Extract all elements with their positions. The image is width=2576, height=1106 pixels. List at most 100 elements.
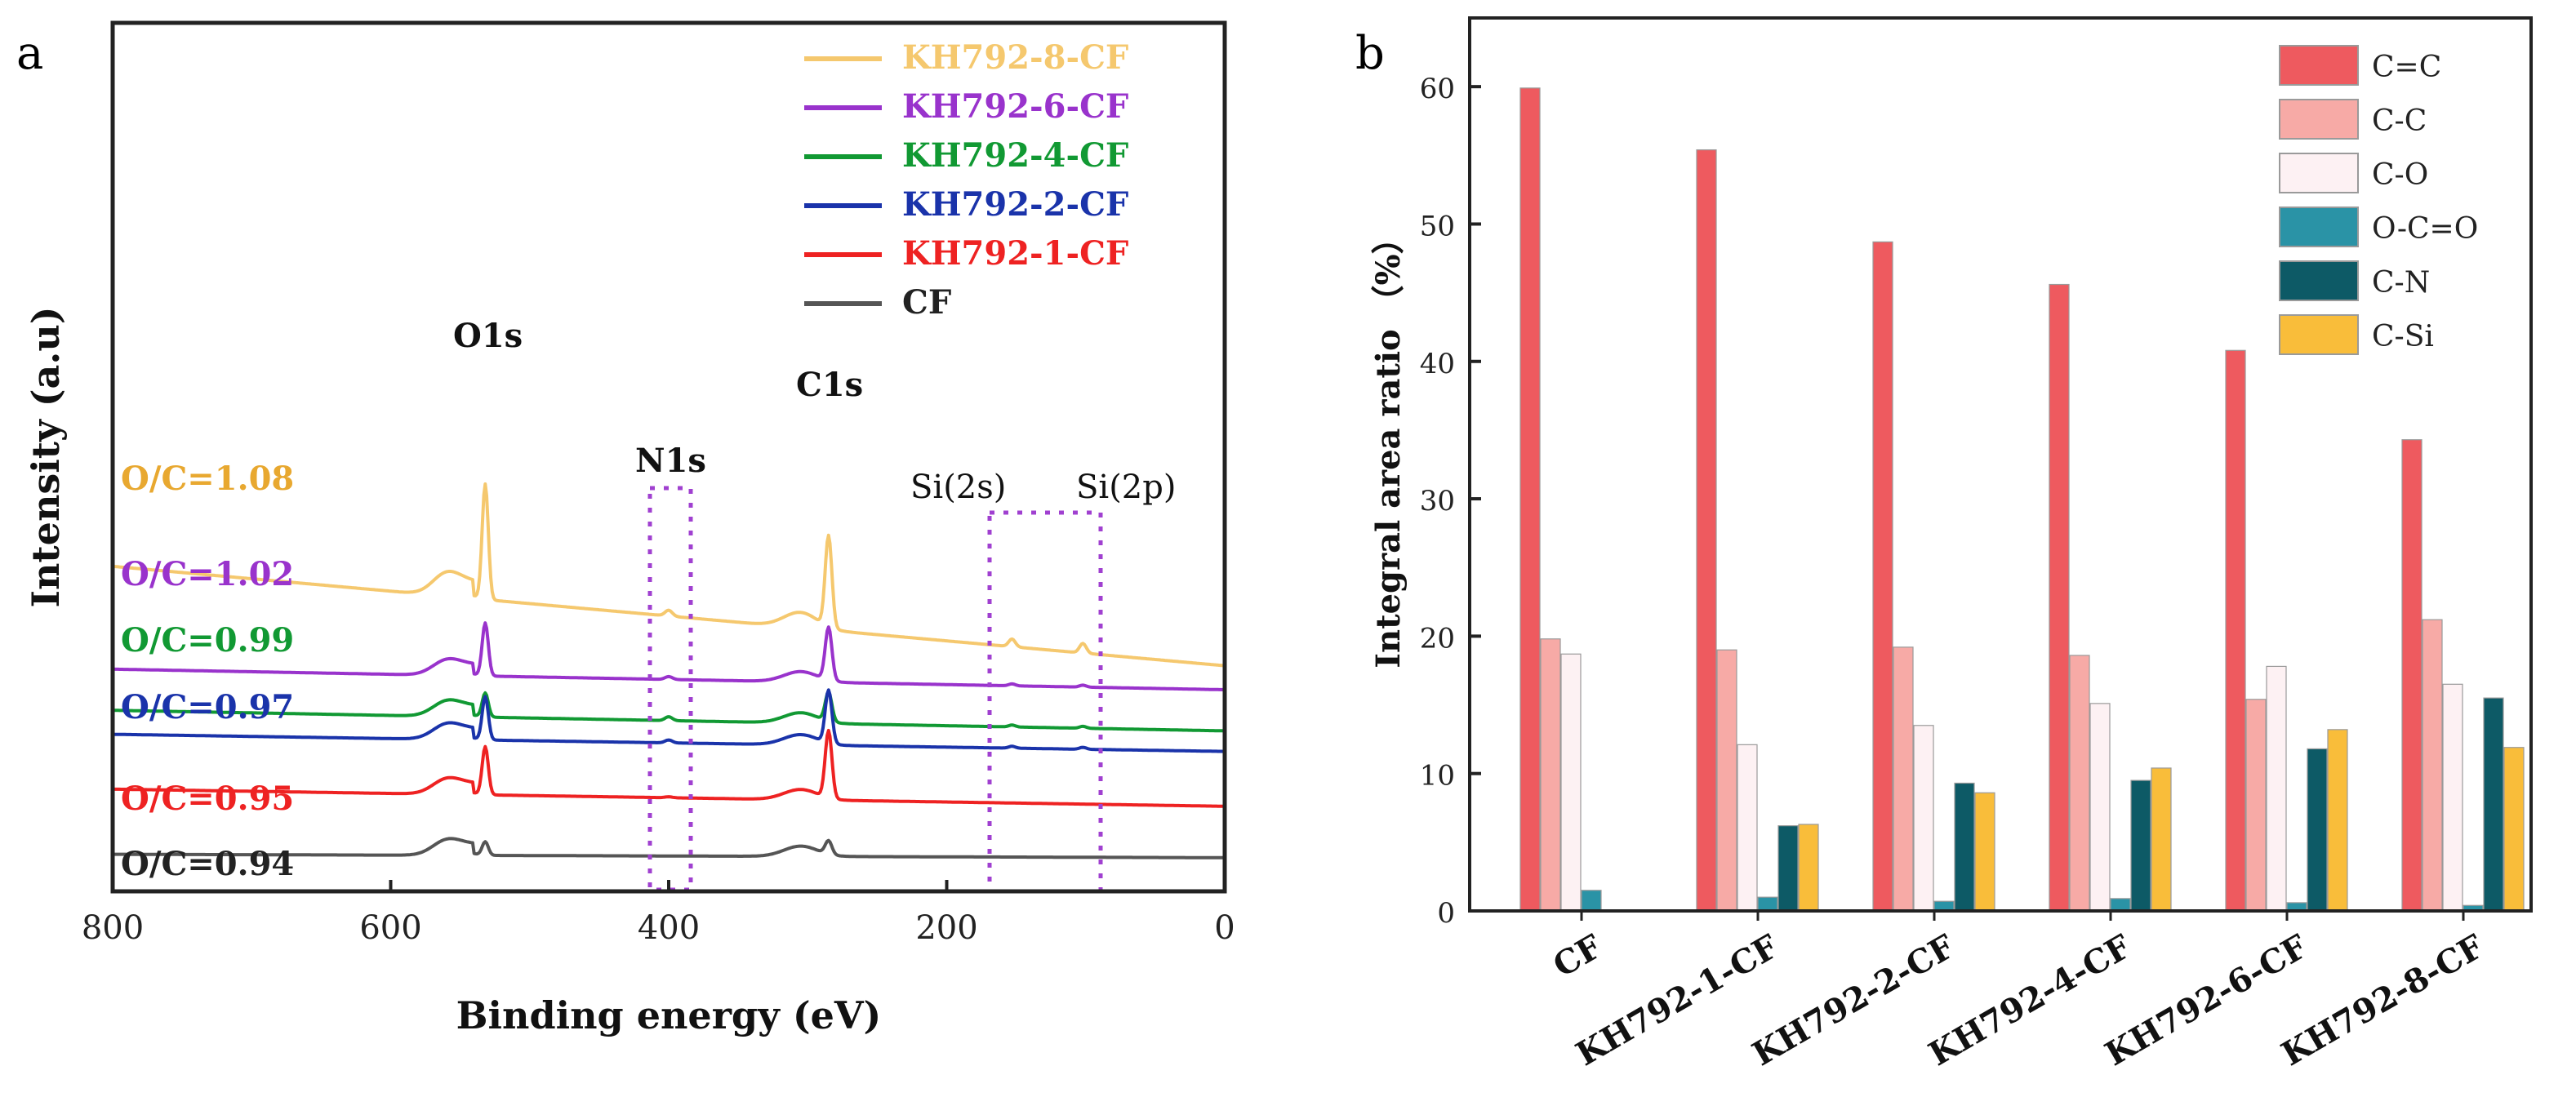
bar-o-c-o-kh792-4-cf bbox=[2110, 898, 2131, 912]
x-category-labels: CFKH792-1-CFKH792-2-CFKH792-4-CFKH792-6-… bbox=[1546, 911, 2490, 1073]
bar-c-n-kh792-1-cf bbox=[1777, 825, 1799, 912]
spectrum-line-kh792-8-cf bbox=[112, 482, 1226, 668]
x-tick-label: 0 bbox=[1214, 909, 1235, 947]
y-tick-label: 10 bbox=[1420, 760, 1455, 793]
legend-label: KH792-8-CF bbox=[902, 38, 1128, 77]
legend-label: KH792-2-CF bbox=[902, 185, 1128, 224]
peak-label-n1s: N1s bbox=[635, 442, 706, 480]
legend-swatch bbox=[2279, 314, 2359, 355]
panel-label-a: a bbox=[16, 27, 43, 80]
peak-label-o1s: O1s bbox=[453, 317, 523, 355]
bar-c-c-cf bbox=[1519, 87, 1541, 912]
legend-label: C-O bbox=[2372, 158, 2428, 192]
xps-survey-chart: a 800 600 400 200 0 O1s N1s C1s Si(2s) Si(2p… bbox=[16, 20, 1235, 1037]
legend-swatch bbox=[2279, 207, 2359, 247]
oc-ratio-kh792-8: O/C=1.08 bbox=[121, 460, 294, 498]
legend-a: KH792-8-CF KH792-6-CF KH792-4-CF KH792-2-CF… bbox=[804, 38, 1128, 322]
peak-labels: O1s N1s C1s Si(2s) Si(2p) bbox=[453, 317, 1176, 506]
bar-c-o-kh792-4-cf bbox=[2089, 703, 2111, 912]
bar-c-c-kh792-1-cf bbox=[1716, 649, 1737, 912]
si-dotted-box bbox=[987, 510, 1103, 894]
y-tick-label: 20 bbox=[1420, 622, 1455, 655]
spectrum-line-kh792-6-cf bbox=[112, 621, 1226, 691]
bar-c-c-kh792-2-cf bbox=[1872, 241, 1893, 912]
y-ticks: 0 10 20 30 40 50 60 bbox=[1420, 73, 1481, 930]
bars-group bbox=[1519, 87, 2525, 912]
bar-c-o-kh792-1-cf bbox=[1737, 744, 1758, 912]
x-tick-label: 200 bbox=[915, 909, 977, 947]
bar-c-n-kh792-2-cf bbox=[1954, 782, 1975, 912]
y-tick-label: 50 bbox=[1420, 210, 1455, 242]
legend-label: O-C=O bbox=[2372, 212, 2478, 246]
legend-label: CF bbox=[902, 283, 951, 322]
x-axis-title-a: Binding energy (eV) bbox=[456, 993, 882, 1037]
oc-ratio-kh792-4: O/C=0.99 bbox=[121, 621, 294, 660]
bar-c-c-kh792-1-cf bbox=[1696, 149, 1717, 912]
peak-label-si2s: Si(2s) bbox=[910, 469, 1006, 506]
bar-c-si-kh792-1-cf bbox=[1798, 824, 1819, 912]
bar-c-si-kh792-4-cf bbox=[2151, 767, 2172, 912]
legend-label: C-C bbox=[2372, 104, 2427, 138]
spectrum-line-kh792-1-cf bbox=[112, 728, 1226, 808]
integral-area-bar-chart: b 0 10 20 30 40 50 60 CFKH792-1-CFKH792-2-CFKH… bbox=[1355, 16, 2533, 1073]
legend-swatch bbox=[2279, 260, 2359, 301]
panel-label-b: b bbox=[1355, 27, 1385, 80]
oc-ratio-annotations: O/C=1.08 O/C=1.02 O/C=0.99 O/C=0.97 O/C=… bbox=[121, 460, 294, 883]
bar-c-c-kh792-8-cf bbox=[2401, 439, 2423, 912]
oc-ratio-kh792-1: O/C=0.95 bbox=[121, 780, 294, 818]
legend-swatch bbox=[2279, 45, 2359, 86]
bar-c-si-kh792-2-cf bbox=[1974, 792, 1995, 912]
peak-highlight-boxes bbox=[647, 486, 1103, 894]
y-tick-label: 0 bbox=[1437, 897, 1455, 930]
bar-c-n-kh792-4-cf bbox=[2130, 780, 2151, 912]
bar-c-o-kh792-2-cf bbox=[1913, 725, 1934, 912]
bar-o-c-o-kh792-1-cf bbox=[1757, 896, 1778, 912]
legend-b: C=C C-C C-O O-C=O C-N C-Si bbox=[2279, 45, 2478, 355]
oc-ratio-cf: O/C=0.94 bbox=[121, 845, 294, 883]
peak-label-si2p: Si(2p) bbox=[1076, 469, 1176, 506]
spectra-group bbox=[112, 482, 1226, 859]
n1s-dotted-box bbox=[647, 486, 693, 892]
bar-c-o-kh792-6-cf bbox=[2266, 665, 2287, 912]
oc-ratio-kh792-6: O/C=1.02 bbox=[121, 555, 294, 593]
legend-label: KH792-1-CF bbox=[902, 234, 1128, 273]
bar-c-c-kh792-6-cf bbox=[2245, 699, 2267, 912]
y-tick-label: 60 bbox=[1420, 73, 1455, 105]
legend-label: KH792-4-CF bbox=[902, 136, 1128, 175]
bar-c-c-kh792-6-cf bbox=[2225, 349, 2246, 912]
legend-label: C=C bbox=[2372, 51, 2441, 84]
spectrum-line-kh792-2-cf bbox=[112, 688, 1226, 753]
y-axis-title-a: Intensity (a.u) bbox=[24, 306, 68, 607]
legend-label: C-Si bbox=[2372, 320, 2434, 353]
legend-swatch bbox=[2279, 153, 2359, 193]
x-tick-label: 600 bbox=[359, 909, 421, 947]
y-tick-label: 30 bbox=[1420, 485, 1455, 517]
bar-c-o-cf bbox=[1560, 653, 1582, 912]
bar-c-si-kh792-8-cf bbox=[2503, 747, 2525, 912]
bar-c-c-cf bbox=[1540, 638, 1561, 912]
oc-ratio-kh792-2: O/C=0.97 bbox=[121, 688, 294, 726]
peak-label-c1s: C1s bbox=[796, 366, 863, 404]
bar-c-o-kh792-8-cf bbox=[2442, 683, 2463, 912]
legend-label: KH792-6-CF bbox=[902, 87, 1128, 126]
bar-c-c-kh792-4-cf bbox=[2069, 655, 2090, 912]
bar-c-c-kh792-4-cf bbox=[2049, 283, 2070, 912]
bar-c-n-kh792-6-cf bbox=[2307, 748, 2328, 912]
legend-label: C-N bbox=[2372, 266, 2430, 300]
spectrum-line-kh792-4-cf bbox=[112, 691, 1226, 733]
plot-frame-b bbox=[1468, 16, 2533, 913]
y-axis-title-b: Integral area ratio （%） bbox=[1369, 221, 1408, 668]
spectrum-line-cf bbox=[112, 837, 1226, 859]
x-ticks: 800 600 400 200 0 bbox=[82, 880, 1235, 947]
x-tick-label: 800 bbox=[82, 909, 144, 947]
legend-swatch bbox=[2279, 99, 2359, 140]
x-tick-label: 400 bbox=[638, 909, 700, 947]
bar-c-n-kh792-8-cf bbox=[2483, 697, 2504, 912]
bar-o-c-o-cf bbox=[1581, 890, 1602, 912]
y-tick-label: 40 bbox=[1420, 348, 1455, 380]
bar-c-c-kh792-2-cf bbox=[1893, 646, 1914, 912]
bar-c-si-kh792-6-cf bbox=[2327, 729, 2348, 912]
category-label: CF bbox=[1546, 927, 1608, 985]
bar-c-c-kh792-8-cf bbox=[2422, 619, 2443, 912]
